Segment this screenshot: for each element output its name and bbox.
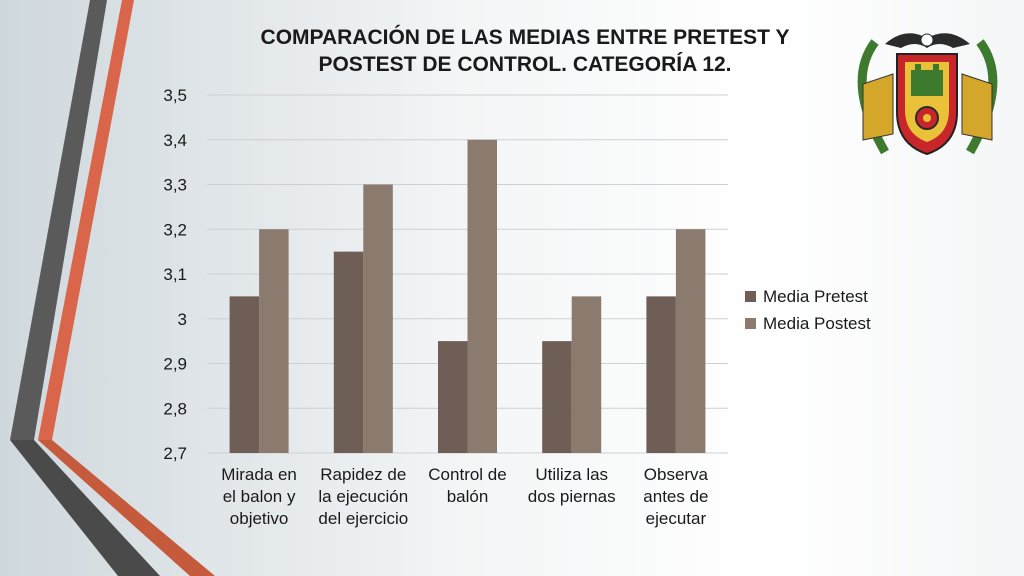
bar-pretest xyxy=(438,341,468,453)
chart-title-line-1: COMPARACIÓN DE LAS MEDIAS ENTRE PRETEST … xyxy=(260,26,790,49)
legend-item-pretest: Media Pretest xyxy=(745,283,871,310)
university-coat-of-arms-icon xyxy=(857,33,998,156)
x-tick-label: antes de xyxy=(643,487,708,506)
x-tick-label: ejecutar xyxy=(646,509,707,528)
orange-stripe xyxy=(38,0,134,440)
y-tick-label: 3,3 xyxy=(163,176,187,195)
x-tick-label: del ejercicio xyxy=(318,509,408,528)
x-tick-label: Utiliza las xyxy=(535,465,608,484)
bar-postest xyxy=(467,139,497,453)
legend-item-postest: Media Postest xyxy=(745,310,871,337)
gray-stripe-lower xyxy=(10,440,160,576)
y-tick-label: 2,7 xyxy=(163,444,187,463)
x-tick-label: el balon y xyxy=(223,487,296,506)
y-tick-label: 3,2 xyxy=(163,220,187,239)
x-tick-label: la ejecución xyxy=(318,487,408,506)
legend-swatch-pretest xyxy=(745,291,756,302)
chart-title: COMPARACIÓN DE LAS MEDIAS ENTRE PRETEST … xyxy=(200,24,850,78)
y-tick-label: 2,9 xyxy=(163,355,187,374)
x-tick-label: Rapidez de xyxy=(320,465,406,484)
x-tick-label: dos piernas xyxy=(528,487,616,506)
bar-postest xyxy=(259,229,289,453)
bar-pretest xyxy=(333,251,364,453)
y-tick-label: 2,8 xyxy=(163,399,187,418)
legend-label-pretest: Media Pretest xyxy=(763,286,868,306)
y-tick-label: 3 xyxy=(178,310,187,329)
chart-title-line-2: POSTEST DE CONTROL. CATEGORÍA 12. xyxy=(318,53,732,76)
legend-swatch-postest xyxy=(745,318,756,329)
legend-label-postest: Media Postest xyxy=(763,313,871,333)
bar-pretest xyxy=(646,296,676,453)
bar-postest xyxy=(675,229,706,453)
orange-stripe-lower xyxy=(38,440,215,576)
chart-legend: Media Pretest Media Postest xyxy=(745,283,871,337)
bar-pretest xyxy=(229,296,260,453)
y-tick-label: 3,4 xyxy=(163,131,187,150)
bar-pretest xyxy=(542,341,572,453)
y-tick-label: 3,5 xyxy=(163,86,187,105)
x-tick-label: objetivo xyxy=(230,509,289,528)
x-tick-label: balón xyxy=(447,487,489,506)
bar-postest xyxy=(363,184,393,453)
bar-postest xyxy=(571,296,602,453)
y-tick-label: 3,1 xyxy=(163,265,187,284)
x-tick-label: Observa xyxy=(644,465,709,484)
x-tick-label: Mirada en xyxy=(221,465,297,484)
gray-stripe xyxy=(10,0,107,440)
x-tick-label: Control de xyxy=(428,465,506,484)
